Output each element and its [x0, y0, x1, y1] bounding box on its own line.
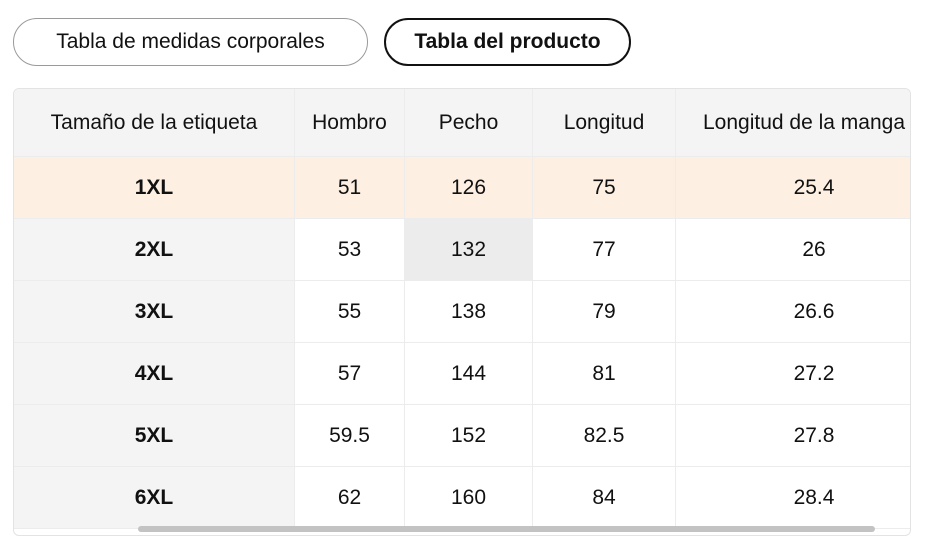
length-cell: 84	[533, 467, 676, 529]
table-row[interactable]: 1XL 51 126 75 25.4	[14, 157, 910, 219]
length-cell: 77	[533, 219, 676, 281]
size-cell: 3XL	[14, 281, 295, 343]
length-cell: 82.5	[533, 405, 676, 467]
sleeve-length-cell: 27.8	[676, 405, 910, 467]
length-cell: 75	[533, 157, 676, 219]
table-row[interactable]: 5XL 59.5 152 82.5 27.8	[14, 405, 910, 467]
chest-cell: 132	[405, 219, 533, 281]
shoulder-cell: 51	[295, 157, 405, 219]
table-row[interactable]: 3XL 55 138 79 26.6	[14, 281, 910, 343]
chest-cell: 160	[405, 467, 533, 529]
horizontal-scrollbar[interactable]	[14, 525, 910, 535]
shoulder-cell: 59.5	[295, 405, 405, 467]
header-sleeve-length: Longitud de la manga	[676, 89, 910, 157]
table-header-row: Tamaño de la etiqueta Hombro Pecho Longi…	[14, 89, 910, 157]
table-row[interactable]: 4XL 57 144 81 27.2	[14, 343, 910, 405]
tab-body-measurements[interactable]: Tabla de medidas corporales	[13, 18, 368, 66]
chest-cell: 152	[405, 405, 533, 467]
size-cell: 1XL	[14, 157, 295, 219]
length-cell: 81	[533, 343, 676, 405]
header-shoulder: Hombro	[295, 89, 405, 157]
shoulder-cell: 53	[295, 219, 405, 281]
shoulder-cell: 57	[295, 343, 405, 405]
size-cell: 5XL	[14, 405, 295, 467]
sleeve-length-cell: 26	[676, 219, 910, 281]
header-length: Longitud	[533, 89, 676, 157]
size-cell: 2XL	[14, 219, 295, 281]
sleeve-length-cell: 28.4	[676, 467, 910, 529]
size-table[interactable]: Tamaño de la etiqueta Hombro Pecho Longi…	[13, 88, 911, 536]
sleeve-length-cell: 27.2	[676, 343, 910, 405]
shoulder-cell: 62	[295, 467, 405, 529]
shoulder-cell: 55	[295, 281, 405, 343]
length-cell: 79	[533, 281, 676, 343]
size-cell: 6XL	[14, 467, 295, 529]
table-row[interactable]: 6XL 62 160 84 28.4	[14, 467, 910, 529]
chest-cell: 144	[405, 343, 533, 405]
scrollbar-thumb[interactable]	[138, 526, 875, 532]
header-chest: Pecho	[405, 89, 533, 157]
sleeve-length-cell: 25.4	[676, 157, 910, 219]
chest-cell: 126	[405, 157, 533, 219]
tab-product-table[interactable]: Tabla del producto	[384, 18, 631, 66]
header-size-label: Tamaño de la etiqueta	[14, 89, 295, 157]
sleeve-length-cell: 26.6	[676, 281, 910, 343]
table-row[interactable]: 2XL 53 132 77 26	[14, 219, 910, 281]
size-cell: 4XL	[14, 343, 295, 405]
chest-cell: 138	[405, 281, 533, 343]
